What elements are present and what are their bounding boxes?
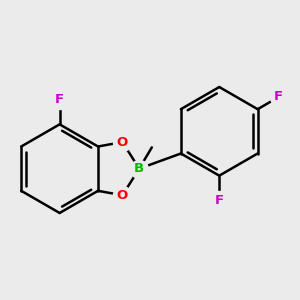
Text: F: F (215, 194, 224, 206)
Text: O: O (117, 189, 128, 202)
Text: O: O (117, 136, 128, 148)
Text: F: F (55, 94, 64, 106)
Text: F: F (274, 91, 283, 103)
Text: B: B (134, 162, 144, 175)
